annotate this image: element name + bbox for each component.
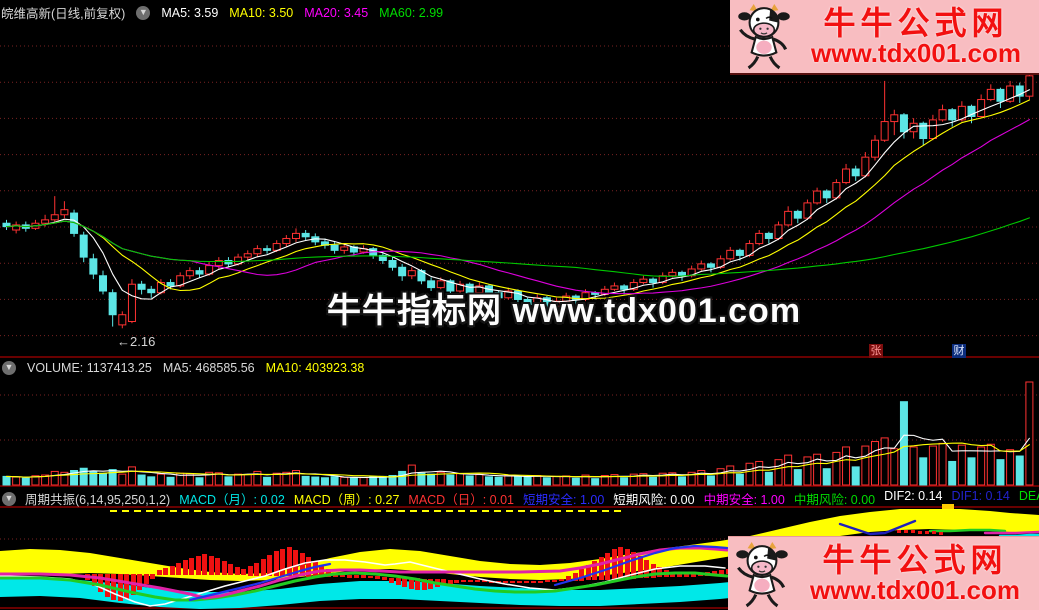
indicator-label: MACD（月）: 0.02 <box>179 493 285 507</box>
ma-labels: MA5: 3.59 MA10: 3.50 MA20: 3.45 MA60: 2.99 <box>161 6 443 20</box>
news-flag-cai[interactable]: 财 <box>952 344 966 358</box>
ma-label: MA5: 3.59 <box>161 5 219 20</box>
indicator-title[interactable]: 周期共振(6,14,95,250,1,2) <box>25 493 171 507</box>
indicator-label: DIF1: 0.14 <box>951 489 1010 503</box>
volume-label: VOLUME: 1137413.25 <box>27 361 152 375</box>
indicator-labels: MACD（月）: 0.02 MACD（周）: 0.27 MACD（日）: 0.01 短… <box>179 489 1039 508</box>
indicator-label: 中期安全: 1.00 <box>703 493 785 507</box>
volume-pane-header: ▼ VOLUME: 1137413.25 MA5: 468585.56 MA10: … <box>2 361 364 375</box>
banner-site-name: 牛牛公式网 <box>822 542 1008 579</box>
chevron-down-icon[interactable]: ▼ <box>2 491 16 506</box>
indicator-pane-header: ▼ 周期共振(6,14,95,250,1,2) MACD（月）: 0.02 MAC… <box>2 489 1039 508</box>
chevron-down-icon[interactable]: ▼ <box>2 361 16 375</box>
news-flag-zhang[interactable]: 张 <box>869 344 883 358</box>
stock-title[interactable]: 皖维高新(日线,前复权) <box>1 7 126 21</box>
indicator-label: 短期安全: 1.00 <box>523 493 605 507</box>
indicator-label: DIF2: 0.14 <box>884 489 943 503</box>
ma-label: MA20: 3.45 <box>304 5 369 20</box>
indicator-label: DEA1: 0.14 <box>1018 489 1039 503</box>
center-watermark: 牛牛指标网 www.tdx001.com <box>327 292 802 330</box>
ma-label: MA60: 2.99 <box>379 5 444 20</box>
banner-site-name: 牛牛公式网 <box>823 4 1009 41</box>
banner-site-url: www.tdx001.com <box>810 575 1020 606</box>
volume-label: MA10: 403923.38 <box>265 361 365 375</box>
dancing-cow-mascot-icon <box>736 541 788 607</box>
banner-site-url: www.tdx001.com <box>811 37 1021 68</box>
main-pane-header: 皖维高新(日线,前复权) ▼ MA5: 3.59 MA10: 3.50 MA20: … <box>1 3 443 22</box>
dancing-cow-mascot-icon <box>738 4 790 70</box>
low-price-annotation: ←2.16 <box>117 334 156 349</box>
ma-label: MA10: 3.50 <box>229 5 294 20</box>
watermark-banner-bottom: 牛牛公式网 www.tdx001.com <box>728 536 1039 610</box>
indicator-label: 短期风险: 0.00 <box>613 493 695 507</box>
indicator-label: 中期风险: 0.00 <box>793 493 876 507</box>
indicator-label: MACD（周）: 0.27 <box>293 493 400 507</box>
volume-labels: VOLUME: 1137413.25 MA5: 468585.56 MA10: 40… <box>27 361 364 375</box>
chevron-down-icon[interactable]: ▼ <box>136 5 151 20</box>
volume-label: MA5: 468585.56 <box>162 361 255 375</box>
watermark-banner-top: 牛牛公式网 www.tdx001.com <box>730 0 1039 75</box>
indicator-label: MACD（日）: 0.01 <box>408 493 514 507</box>
